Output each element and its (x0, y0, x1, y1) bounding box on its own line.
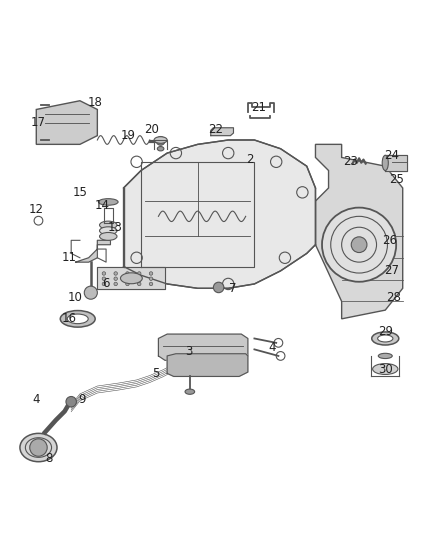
Circle shape (137, 282, 141, 286)
Circle shape (137, 277, 141, 280)
Text: 20: 20 (144, 123, 159, 135)
Ellipse shape (377, 335, 392, 342)
Ellipse shape (381, 155, 388, 171)
Circle shape (156, 136, 165, 145)
Circle shape (114, 272, 117, 275)
Text: 28: 28 (386, 290, 400, 303)
Text: 23: 23 (342, 155, 357, 168)
Text: 12: 12 (29, 203, 44, 216)
Circle shape (102, 272, 106, 275)
Text: 18: 18 (88, 96, 102, 109)
Ellipse shape (60, 311, 95, 327)
Text: 7: 7 (228, 282, 236, 295)
Circle shape (321, 208, 395, 282)
Text: 11: 11 (61, 251, 76, 264)
Text: 21: 21 (251, 101, 266, 114)
Ellipse shape (99, 232, 117, 240)
Circle shape (102, 282, 106, 286)
Polygon shape (167, 354, 247, 376)
Text: 26: 26 (381, 234, 396, 247)
Ellipse shape (120, 273, 142, 284)
Ellipse shape (99, 227, 117, 235)
Ellipse shape (67, 314, 88, 324)
Circle shape (66, 397, 76, 407)
Text: 6: 6 (102, 278, 110, 290)
Text: 10: 10 (68, 290, 83, 303)
Ellipse shape (20, 433, 57, 462)
Polygon shape (210, 128, 233, 135)
Circle shape (137, 272, 141, 275)
Text: 25: 25 (388, 173, 403, 186)
Text: 8: 8 (46, 452, 53, 465)
Circle shape (149, 282, 152, 286)
Circle shape (213, 282, 223, 293)
Polygon shape (97, 268, 165, 289)
Ellipse shape (378, 353, 391, 359)
Text: 13: 13 (107, 221, 122, 234)
Circle shape (149, 277, 152, 280)
Text: 4: 4 (32, 393, 40, 406)
Ellipse shape (184, 389, 194, 394)
Polygon shape (158, 334, 247, 360)
Polygon shape (75, 240, 110, 262)
Text: 22: 22 (207, 123, 222, 135)
Circle shape (125, 277, 129, 280)
Polygon shape (123, 140, 315, 288)
Text: 30: 30 (377, 362, 392, 376)
Ellipse shape (154, 137, 167, 143)
Text: 14: 14 (94, 199, 109, 212)
Text: 16: 16 (61, 312, 76, 325)
Text: 9: 9 (78, 393, 86, 406)
Text: 3: 3 (185, 345, 192, 358)
Circle shape (114, 277, 117, 280)
Circle shape (149, 272, 152, 275)
Circle shape (30, 439, 47, 456)
Ellipse shape (157, 147, 163, 151)
Text: 4: 4 (268, 341, 275, 354)
Text: 15: 15 (72, 186, 87, 199)
Text: 27: 27 (383, 264, 399, 277)
Text: 2: 2 (246, 153, 253, 166)
Text: 19: 19 (120, 129, 135, 142)
Ellipse shape (99, 221, 117, 229)
Circle shape (102, 277, 106, 280)
Circle shape (125, 282, 129, 286)
Circle shape (84, 286, 97, 299)
Circle shape (350, 237, 366, 253)
Circle shape (125, 272, 129, 275)
Polygon shape (315, 144, 402, 319)
Polygon shape (385, 155, 406, 171)
Text: 5: 5 (152, 367, 159, 380)
Text: 24: 24 (383, 149, 399, 161)
Polygon shape (36, 101, 97, 144)
Ellipse shape (371, 332, 398, 345)
Text: 29: 29 (377, 326, 392, 338)
Text: 17: 17 (31, 116, 46, 129)
Circle shape (114, 282, 117, 286)
Ellipse shape (372, 364, 397, 375)
Ellipse shape (98, 199, 118, 205)
